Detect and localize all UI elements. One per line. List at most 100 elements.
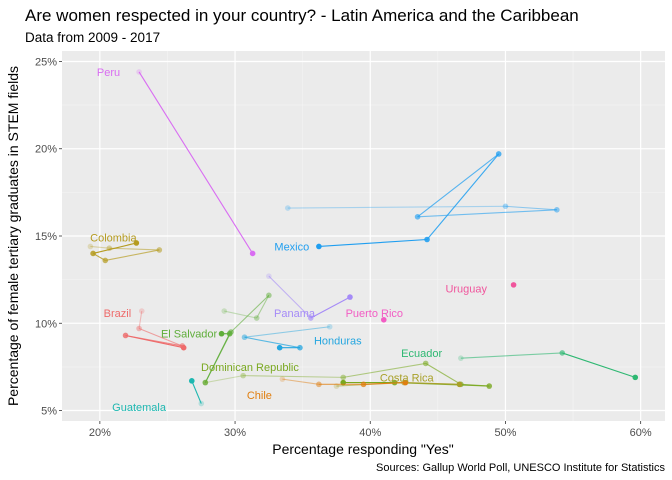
series-mexico — [284, 151, 560, 250]
series-segment — [562, 352, 636, 378]
data-point — [458, 355, 464, 361]
data-point — [486, 383, 493, 389]
series-segment — [404, 382, 460, 385]
country-label: Uruguay — [445, 283, 487, 295]
series-segment — [109, 247, 160, 251]
series-layer — [87, 69, 639, 407]
data-point — [424, 236, 430, 243]
data-point — [402, 379, 409, 386]
series-colombia — [87, 240, 163, 264]
data-point — [554, 207, 560, 213]
series-segment — [425, 362, 462, 385]
data-point — [202, 379, 209, 386]
data-point — [241, 334, 248, 341]
data-point — [422, 360, 429, 367]
series-segment — [138, 310, 143, 329]
data-point — [502, 203, 509, 210]
data-point — [279, 376, 286, 382]
country-label: Ecuador — [401, 348, 442, 360]
data-point — [284, 205, 291, 211]
data-point — [340, 374, 347, 381]
series-chile — [279, 376, 409, 388]
data-point — [559, 350, 566, 356]
data-point — [240, 372, 246, 379]
series-segment — [125, 334, 184, 349]
y-tick-label: 25% — [35, 56, 57, 68]
series-segment — [244, 326, 330, 338]
series-segment — [204, 333, 231, 383]
data-point — [218, 330, 225, 337]
data-point — [253, 315, 260, 321]
x-axis: 20% 30% 40% 50% 60% — [89, 421, 652, 439]
data-point — [226, 330, 233, 337]
series-segment — [224, 310, 257, 319]
y-tick-label: 5% — [41, 406, 57, 418]
series-segment — [205, 375, 244, 384]
series-uruguay — [510, 282, 517, 288]
data-point — [266, 273, 272, 279]
x-tick-label: 20% — [89, 427, 111, 439]
data-point — [249, 250, 256, 257]
country-label: Mexico — [274, 241, 309, 253]
data-point — [380, 316, 387, 323]
series-segment — [363, 382, 406, 385]
series-segment — [138, 71, 254, 254]
country-label: Guatemala — [112, 402, 167, 414]
series-segment — [256, 295, 270, 319]
series-segment — [268, 275, 312, 319]
series-segment — [505, 205, 557, 211]
country-label: Chile — [247, 390, 272, 402]
data-point — [136, 69, 142, 75]
data-point — [316, 381, 322, 388]
data-point — [136, 325, 142, 332]
series-segment — [92, 242, 137, 254]
data-point — [495, 151, 502, 157]
x-tick-label: 30% — [224, 427, 246, 439]
country-label: Brazil — [104, 308, 132, 320]
series-puerto-rico — [380, 316, 387, 323]
data-point — [133, 240, 140, 246]
data-point — [316, 243, 322, 250]
chart-caption: Sources: Gallup World Poll, UNESCO Insti… — [376, 462, 665, 474]
series-segment — [230, 294, 270, 333]
data-point — [156, 247, 163, 253]
series-segment — [426, 153, 500, 240]
data-point — [510, 282, 517, 288]
data-point — [188, 378, 195, 384]
chart-title: Are women respected in your country? - L… — [25, 6, 579, 25]
data-point — [347, 294, 353, 300]
data-point — [632, 374, 639, 381]
country-label: Honduras — [314, 336, 362, 348]
series-segment — [318, 238, 428, 248]
series-segment — [243, 375, 344, 378]
y-tick-label: 20% — [35, 144, 57, 156]
data-point — [266, 292, 272, 299]
data-point — [456, 381, 463, 388]
data-point — [326, 323, 333, 330]
series-segment — [460, 352, 563, 359]
y-axis: 5% 10% 15% 20% 25% — [35, 56, 62, 418]
series-segment — [90, 245, 110, 249]
y-tick-label: 10% — [35, 318, 57, 330]
data-point — [414, 214, 421, 220]
data-point — [90, 250, 96, 257]
data-point — [297, 344, 303, 351]
y-tick-label: 15% — [35, 231, 57, 243]
series-segment — [310, 296, 351, 319]
series-segment — [244, 336, 301, 349]
country-label: Costa Rica — [380, 372, 435, 384]
data-point — [307, 315, 314, 321]
data-point — [202, 379, 209, 386]
series-peru — [136, 69, 256, 257]
data-point — [87, 243, 94, 250]
label-layer: Peru Mexico Colombia Uruguay Brazil Puerto Ri… — [90, 67, 487, 414]
series-brazil — [122, 308, 187, 351]
data-point — [180, 344, 187, 351]
series-panama — [266, 273, 353, 321]
country-label: Panama — [274, 308, 316, 320]
country-label: Peru — [97, 67, 120, 79]
x-tick-label: 60% — [630, 427, 652, 439]
data-point — [276, 344, 283, 351]
series-el-salvador — [202, 292, 272, 386]
